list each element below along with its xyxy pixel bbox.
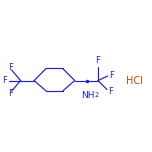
Text: F: F (2, 76, 7, 85)
Text: F: F (8, 63, 13, 72)
Text: F: F (109, 71, 114, 80)
Text: HCl: HCl (126, 76, 142, 86)
Text: NH: NH (81, 91, 94, 100)
Text: 2: 2 (94, 92, 99, 98)
Text: F: F (96, 56, 100, 65)
Text: F: F (8, 89, 13, 98)
Text: F: F (109, 86, 113, 96)
